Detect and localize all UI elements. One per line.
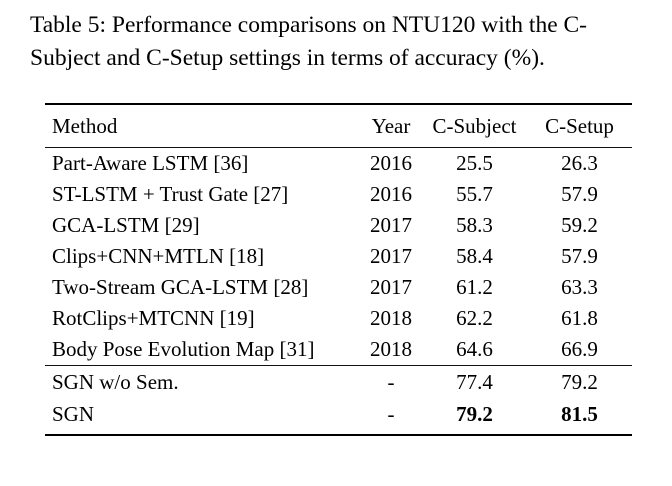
year-cell: -: [387, 369, 395, 394]
c-subject-cell: 25.5: [456, 151, 493, 175]
c-subject-cell: 64.6: [456, 337, 493, 361]
header-year: Year: [371, 113, 411, 138]
table-row: Clips+CNN+MTLN [18] 2017 58.4 57.9: [45, 241, 632, 272]
c-subject-cell: 58.4: [456, 244, 493, 268]
year-cell: 2016: [370, 151, 412, 175]
method-cell: RotClips+MTCNN [19]: [52, 306, 255, 330]
c-setup-cell: 59.2: [561, 213, 598, 237]
year-cell: 2017: [370, 275, 412, 299]
method-cell: Part-Aware LSTM [36]: [52, 151, 249, 175]
method-cell: Two-Stream GCA-LSTM [28]: [52, 275, 309, 299]
method-cell: SGN: [52, 401, 95, 426]
c-subject-cell: 58.3: [456, 213, 493, 237]
table-row: SGN - 79.2 81.5: [45, 398, 632, 435]
c-subject-cell: 61.2: [456, 275, 493, 299]
header-c-subject: C-Subject: [432, 113, 517, 138]
sgn-group: SGN w/o Sem. - 77.4 79.2 SGN - 79.2 81.5: [45, 366, 632, 436]
c-setup-cell: 79.2: [561, 369, 598, 394]
table-row: Two-Stream GCA-LSTM [28] 2017 61.2 63.3: [45, 272, 632, 303]
year-cell: 2018: [370, 337, 412, 361]
c-setup-cell: 81.5: [561, 401, 598, 426]
c-subject-cell: 55.7: [456, 182, 493, 206]
header-c-setup: C-Setup: [545, 113, 614, 138]
year-cell: -: [387, 401, 395, 426]
table-row: ST-LSTM + Trust Gate [27] 2016 55.7 57.9: [45, 179, 632, 210]
year-cell: 2017: [370, 244, 412, 268]
c-setup-cell: 57.9: [561, 182, 598, 206]
c-subject-cell: 77.4: [456, 369, 493, 394]
c-setup-cell: 57.9: [561, 244, 598, 268]
caption-line-2: Subject and C-Setup settings in terms of…: [30, 45, 545, 71]
header-method: Method: [52, 113, 118, 138]
year-cell: 2017: [370, 213, 412, 237]
method-cell: Body Pose Evolution Map [31]: [52, 337, 315, 361]
table-row: RotClips+MTCNN [19] 2018 62.2 61.8: [45, 303, 632, 334]
caption-line-1: Table 5: Performance comparisons on NTU1…: [30, 12, 588, 38]
c-setup-cell: 63.3: [561, 275, 598, 299]
c-setup-cell: 61.8: [561, 306, 598, 330]
method-cell: ST-LSTM + Trust Gate [27]: [52, 182, 289, 206]
table-row: GCA-LSTM [29] 2017 58.3 59.2: [45, 210, 632, 241]
table-caption: Table 5: Performance comparisons on NTU1…: [30, 9, 670, 75]
year-cell: 2018: [370, 306, 412, 330]
table-row: Body Pose Evolution Map [31] 2018 64.6 6…: [45, 334, 632, 366]
prior-methods-group: Part-Aware LSTM [36] 2016 25.5 26.3 ST-L…: [45, 148, 632, 366]
c-setup-cell: 66.9: [561, 337, 598, 361]
c-subject-cell: 62.2: [456, 306, 493, 330]
year-cell: 2016: [370, 182, 412, 206]
method-cell: Clips+CNN+MTLN [18]: [52, 244, 265, 268]
table-row: Part-Aware LSTM [36] 2016 25.5 26.3: [45, 148, 632, 180]
table-header: Method Year C-Subject C-Setup: [45, 104, 632, 148]
header-row: Method Year C-Subject C-Setup: [45, 104, 632, 148]
method-cell: GCA-LSTM [29]: [52, 213, 200, 237]
results-table: Method Year C-Subject C-Setup Part-Aware…: [45, 103, 632, 436]
c-setup-cell: 26.3: [561, 151, 598, 175]
c-subject-cell: 79.2: [456, 401, 493, 426]
method-cell: SGN w/o Sem.: [52, 369, 179, 394]
table-row: SGN w/o Sem. - 77.4 79.2: [45, 366, 632, 399]
